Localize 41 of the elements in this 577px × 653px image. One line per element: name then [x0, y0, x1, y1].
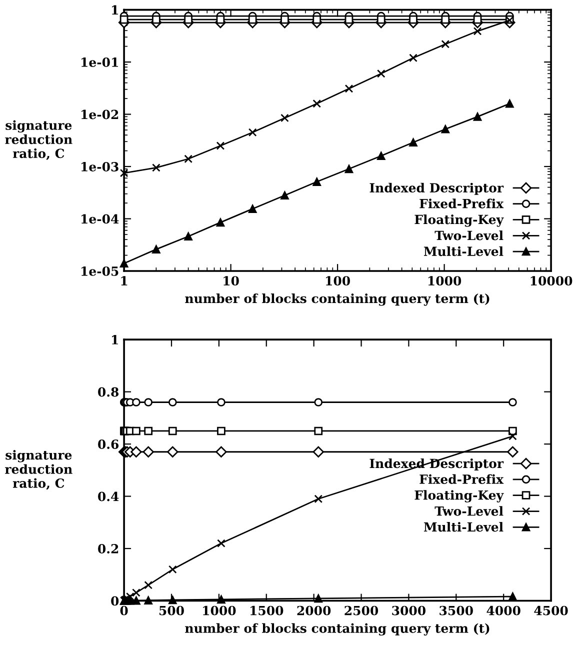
y-tick-label: 1 — [112, 335, 118, 344]
x-tick-label: 10 — [224, 276, 239, 286]
x-tick-label: 1000 — [203, 606, 236, 616]
y-axis-title: signature reduction ratio, C — [5, 120, 72, 160]
x-tick-label: 3500 — [440, 606, 473, 616]
legend-label: Two-Level — [434, 230, 504, 240]
y-tick-label: 0 — [111, 596, 119, 606]
y-tick-label: 0.6 — [98, 440, 119, 449]
x-axis-title: number of blocks containing query term (t) — [185, 623, 490, 636]
y-tick-label: 1e-02 — [81, 110, 118, 120]
x-tick-label: 4000 — [486, 606, 520, 616]
y-tick-label: 1e-04 — [81, 214, 119, 224]
legend-label: Fixed-Prefix — [420, 198, 504, 208]
x-tick-label: 100 — [326, 276, 350, 286]
x-axis-title: number of blocks containing query term (t) — [185, 294, 490, 306]
x-tick-label: 10000 — [530, 276, 572, 286]
x-tick-label: 500 — [159, 606, 184, 616]
legend-label: Floating-Key — [414, 490, 504, 502]
legend-label: Floating-Key — [414, 214, 504, 227]
x-tick-label: 2500 — [344, 606, 378, 616]
x-tick-label: 0 — [120, 606, 128, 616]
x-tick-label: 4500 — [534, 606, 568, 616]
x-tick-label: 1 — [121, 276, 128, 286]
y-tick-label: 1e-03 — [81, 162, 118, 172]
y-tick-label: 0.2 — [98, 544, 118, 554]
legend-label: Indexed Descriptor — [370, 458, 504, 471]
legend-label: Multi-Level — [424, 522, 504, 532]
x-tick-label: 2000 — [297, 606, 331, 616]
legend-label: Indexed Descriptor — [370, 182, 504, 195]
y-axis-title: signature reduction ratio, C — [5, 450, 72, 490]
y-tick-label: 1 — [112, 5, 118, 15]
y-tick-label: 1e-05 — [81, 266, 118, 276]
y-tick-label: 0.4 — [98, 492, 119, 502]
x-tick-label: 1500 — [250, 606, 284, 616]
legend-label: Fixed-Prefix — [420, 474, 504, 484]
y-tick-label: 1e-01 — [81, 58, 118, 67]
x-tick-label: 1000 — [428, 276, 462, 286]
y-tick-label: 0.8 — [98, 387, 119, 397]
legend-label: Multi-Level — [424, 246, 504, 256]
legend-label: Two-Level — [434, 506, 504, 516]
x-tick-label: 3000 — [392, 606, 426, 616]
